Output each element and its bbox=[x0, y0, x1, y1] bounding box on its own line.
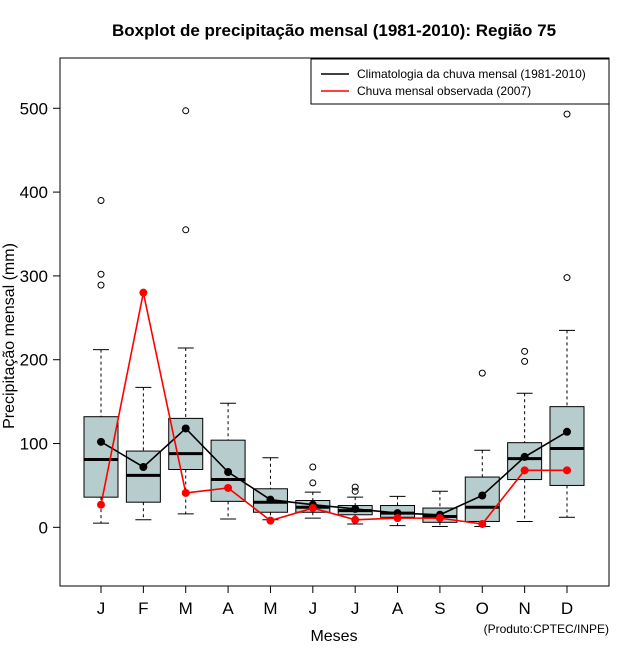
legend-box bbox=[310, 58, 610, 105]
x-tick-label: F bbox=[138, 599, 148, 618]
y-tick-label: 0 bbox=[39, 518, 48, 537]
series-point bbox=[478, 491, 487, 500]
x-tick-label: J bbox=[351, 599, 360, 618]
series-point bbox=[181, 488, 190, 497]
series-point bbox=[435, 514, 444, 523]
series-line bbox=[100, 292, 567, 525]
y-tick-label: 500 bbox=[20, 99, 48, 118]
outlier-point bbox=[521, 357, 529, 365]
series-point bbox=[266, 516, 275, 525]
plot-frame bbox=[59, 57, 610, 587]
x-axis-label: Meses bbox=[310, 628, 357, 645]
legend-label: Climatologia da chuva mensal (1981-2010) bbox=[357, 67, 586, 81]
series-point bbox=[224, 483, 233, 492]
series-point bbox=[97, 500, 105, 509]
x-tick-label: J bbox=[97, 599, 106, 618]
chart-title: Boxplot de precipitação mensal (1981-201… bbox=[112, 21, 556, 40]
series-point bbox=[563, 466, 571, 475]
outlier-point bbox=[97, 270, 105, 278]
series-point bbox=[351, 515, 360, 524]
x-tick-label: O bbox=[476, 599, 489, 618]
x-tick-label: A bbox=[392, 599, 404, 618]
x-tick-label: S bbox=[434, 599, 445, 618]
outlier-point bbox=[351, 487, 359, 495]
outlier-point bbox=[182, 107, 190, 115]
outlier-point bbox=[97, 281, 105, 289]
outlier-point bbox=[478, 369, 486, 377]
y-tick-label: 300 bbox=[20, 267, 48, 286]
series-point bbox=[308, 504, 317, 513]
y-tick-label: 400 bbox=[20, 183, 48, 202]
box-iqr bbox=[83, 416, 119, 498]
outlier-point bbox=[563, 274, 571, 282]
outlier-point bbox=[521, 347, 529, 355]
credit-text: (Produto:CPTEC/INPE) bbox=[484, 622, 609, 636]
plot-area: 0 100 200 300 400 500 J F M A M J J A S O N D Climatologia… bbox=[20, 57, 610, 618]
x-tick-label: D bbox=[561, 599, 573, 618]
x-tick-label: M bbox=[263, 599, 277, 618]
outlier-point bbox=[309, 463, 317, 471]
series-point bbox=[224, 468, 233, 477]
y-tick-label: 200 bbox=[20, 351, 48, 370]
x-tick-label: J bbox=[309, 599, 318, 618]
outlier-point bbox=[309, 479, 317, 487]
outlier-point bbox=[351, 483, 359, 491]
series-point bbox=[181, 424, 190, 433]
series-point bbox=[520, 452, 529, 461]
x-tick-label: M bbox=[179, 599, 193, 618]
legend-label: Chuva mensal observada (2007) bbox=[357, 84, 531, 98]
y-tick-label: 100 bbox=[20, 435, 48, 454]
series-point bbox=[139, 288, 148, 297]
series-point bbox=[97, 437, 105, 446]
series-point bbox=[520, 466, 529, 475]
outlier-point bbox=[97, 196, 105, 204]
series-point bbox=[351, 504, 360, 513]
series-point bbox=[266, 495, 275, 504]
x-tick-label: N bbox=[518, 599, 530, 618]
y-axis-label: Precipitação mensal (mm) bbox=[1, 243, 18, 429]
series-point bbox=[393, 514, 402, 523]
series-line bbox=[100, 427, 568, 516]
x-tick-label: A bbox=[222, 599, 234, 618]
series-point bbox=[139, 462, 148, 471]
outlier-point bbox=[182, 226, 190, 234]
series-point bbox=[478, 519, 487, 528]
outlier-point bbox=[563, 110, 571, 118]
series-point bbox=[563, 427, 571, 436]
